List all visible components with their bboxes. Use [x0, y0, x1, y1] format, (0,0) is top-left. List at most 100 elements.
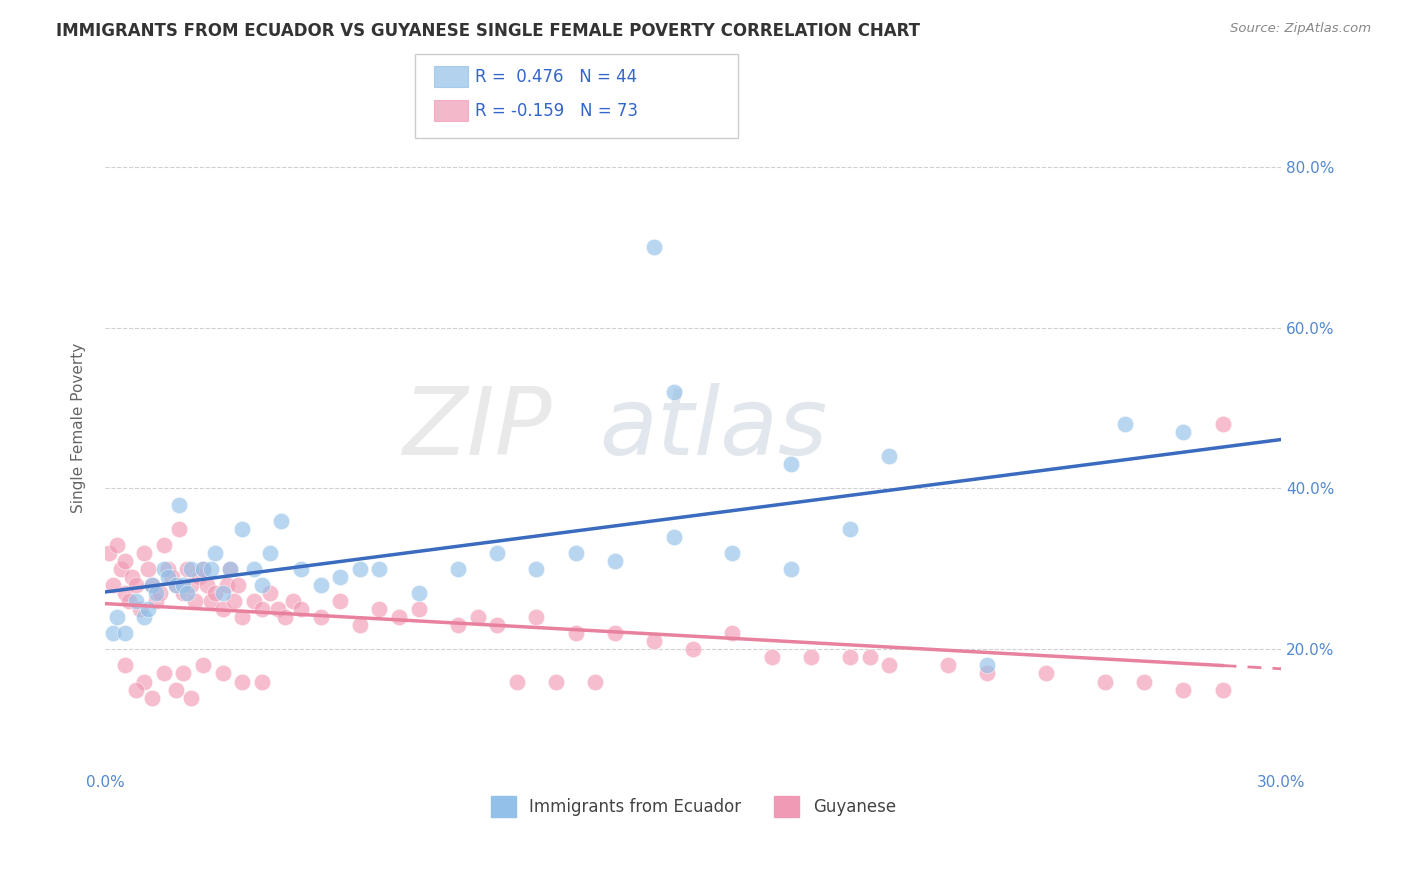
Point: [544, 674, 567, 689]
Point: [1212, 682, 1234, 697]
Point: [160, 570, 183, 584]
Point: [447, 618, 470, 632]
Point: [250, 578, 273, 592]
Point: [188, 570, 211, 584]
Point: [564, 626, 586, 640]
Point: [211, 602, 233, 616]
Point: [877, 450, 900, 464]
Point: [266, 602, 288, 616]
Text: R = -0.159   N = 73: R = -0.159 N = 73: [475, 102, 638, 120]
Point: [231, 610, 253, 624]
Point: [408, 586, 430, 600]
Point: [114, 554, 136, 568]
Point: [662, 384, 685, 399]
Point: [243, 594, 266, 608]
Point: [165, 578, 187, 592]
Point: [368, 602, 391, 616]
Point: [226, 578, 249, 592]
Point: [524, 610, 547, 624]
Point: [259, 546, 281, 560]
Point: [145, 586, 167, 600]
Point: [243, 562, 266, 576]
Point: [176, 586, 198, 600]
Point: [976, 658, 998, 673]
Point: [136, 562, 159, 576]
Point: [136, 602, 159, 616]
Point: [780, 458, 803, 472]
Point: [721, 626, 744, 640]
Point: [101, 626, 124, 640]
Point: [153, 562, 176, 576]
Point: [761, 650, 783, 665]
Point: [156, 570, 179, 584]
Point: [114, 586, 136, 600]
Point: [800, 650, 823, 665]
Text: ZIP: ZIP: [402, 383, 553, 474]
Point: [141, 578, 163, 592]
Point: [134, 610, 156, 624]
Point: [110, 562, 132, 576]
Point: [125, 594, 148, 608]
Point: [682, 642, 704, 657]
Point: [200, 562, 222, 576]
Point: [270, 514, 292, 528]
Point: [290, 602, 312, 616]
Point: [200, 594, 222, 608]
Point: [486, 546, 509, 560]
Point: [204, 546, 226, 560]
Point: [877, 658, 900, 673]
Point: [169, 522, 191, 536]
Point: [153, 538, 176, 552]
Point: [349, 562, 371, 576]
Point: [290, 562, 312, 576]
Point: [195, 578, 218, 592]
Point: [486, 618, 509, 632]
Point: [250, 602, 273, 616]
Point: [219, 562, 242, 576]
Point: [176, 562, 198, 576]
Point: [467, 610, 489, 624]
Point: [141, 690, 163, 705]
Point: [105, 538, 128, 552]
Point: [349, 618, 371, 632]
Point: [1035, 666, 1057, 681]
Point: [447, 562, 470, 576]
Point: [603, 554, 626, 568]
Point: [259, 586, 281, 600]
Point: [250, 674, 273, 689]
Point: [117, 594, 139, 608]
Point: [274, 610, 297, 624]
Point: [180, 578, 202, 592]
Point: [215, 578, 238, 592]
Point: [180, 690, 202, 705]
Point: [408, 602, 430, 616]
Point: [583, 674, 606, 689]
Point: [1173, 682, 1195, 697]
Point: [643, 634, 665, 648]
Point: [721, 546, 744, 560]
Point: [101, 578, 124, 592]
Point: [141, 578, 163, 592]
Point: [172, 666, 194, 681]
Point: [859, 650, 882, 665]
Point: [204, 586, 226, 600]
Text: IMMIGRANTS FROM ECUADOR VS GUYANESE SINGLE FEMALE POVERTY CORRELATION CHART: IMMIGRANTS FROM ECUADOR VS GUYANESE SING…: [56, 22, 921, 40]
Point: [224, 594, 246, 608]
Point: [1094, 674, 1116, 689]
Point: [780, 562, 803, 576]
Point: [191, 562, 214, 576]
Point: [145, 594, 167, 608]
Point: [134, 546, 156, 560]
Point: [191, 562, 214, 576]
Point: [1133, 674, 1156, 689]
Point: [211, 586, 233, 600]
Point: [219, 562, 242, 576]
Point: [153, 666, 176, 681]
Point: [976, 666, 998, 681]
Point: [388, 610, 411, 624]
Point: [329, 594, 352, 608]
Point: [165, 682, 187, 697]
Point: [1212, 417, 1234, 432]
Point: [114, 658, 136, 673]
Point: [1114, 417, 1136, 432]
